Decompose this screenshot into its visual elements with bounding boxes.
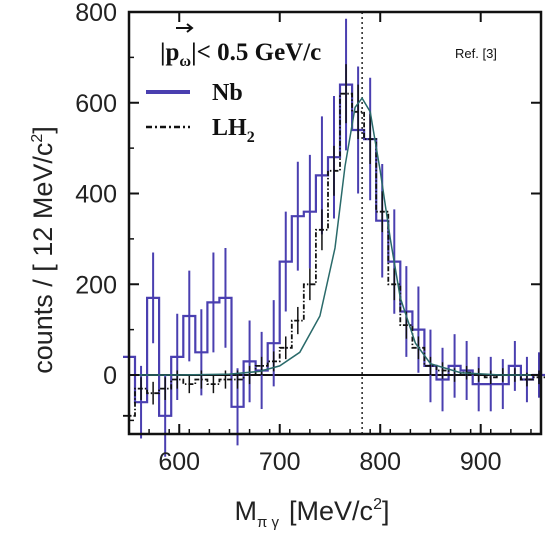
x-tick-label: 900 <box>460 448 502 476</box>
axes: 600 700 800 900 0 200 400 600 800 <box>75 0 543 476</box>
y-tick-label: 0 <box>103 362 117 390</box>
legend-label-lh2-sub: 2 <box>247 129 255 146</box>
reference-label: Ref. [3] <box>455 46 497 61</box>
y-tick-label: 600 <box>75 90 117 118</box>
x-axis-label-unit: [MeV/c <box>289 496 373 526</box>
x-axis-label-unit-post: ] <box>382 496 390 526</box>
annotation-pre: |p <box>160 39 179 66</box>
momentum-cut-annotation: |pω|< 0.5 GeV/c <box>160 23 321 70</box>
y-tick-label: 200 <box>75 271 117 299</box>
x-axis-label-sub: π γ <box>257 514 280 531</box>
y-axis-label-sup: 2 <box>29 134 46 143</box>
annotation-post: |< 0.5 GeV/c <box>191 39 321 66</box>
legend: Nb LH2 <box>146 80 255 146</box>
legend-label-nb: Nb <box>212 80 243 106</box>
series-nb-steps <box>123 83 545 417</box>
y-axis-label: counts / [ 12 MeV/c2] <box>28 126 58 374</box>
x-axis-label-unit-sup: 2 <box>373 496 382 513</box>
svg-text:|pω|< 0.5 GeV/c: |pω|< 0.5 GeV/c <box>160 39 321 70</box>
series-fit-curve <box>129 96 541 376</box>
annotation-sub: ω <box>179 53 191 70</box>
vector-arrow-icon <box>176 23 194 33</box>
x-tick-label: 600 <box>158 448 200 476</box>
x-tick-label: 800 <box>359 448 401 476</box>
y-tick-label: 800 <box>75 0 117 27</box>
legend-label-lh2-main: LH <box>212 115 247 141</box>
y-tick-label: 400 <box>75 181 117 209</box>
x-axis-label: Mπ γ [MeV/c2] <box>235 496 390 531</box>
legend-label-lh2: LH2 <box>212 115 255 146</box>
plot-area <box>123 12 545 457</box>
plot-frame <box>127 10 543 436</box>
x-axis-label-main: M <box>235 496 258 526</box>
y-axis-label-main: counts / [ 12 MeV/c <box>28 143 58 374</box>
y-axis-label-post: ] <box>28 126 58 134</box>
x-tick-label: 700 <box>259 448 301 476</box>
